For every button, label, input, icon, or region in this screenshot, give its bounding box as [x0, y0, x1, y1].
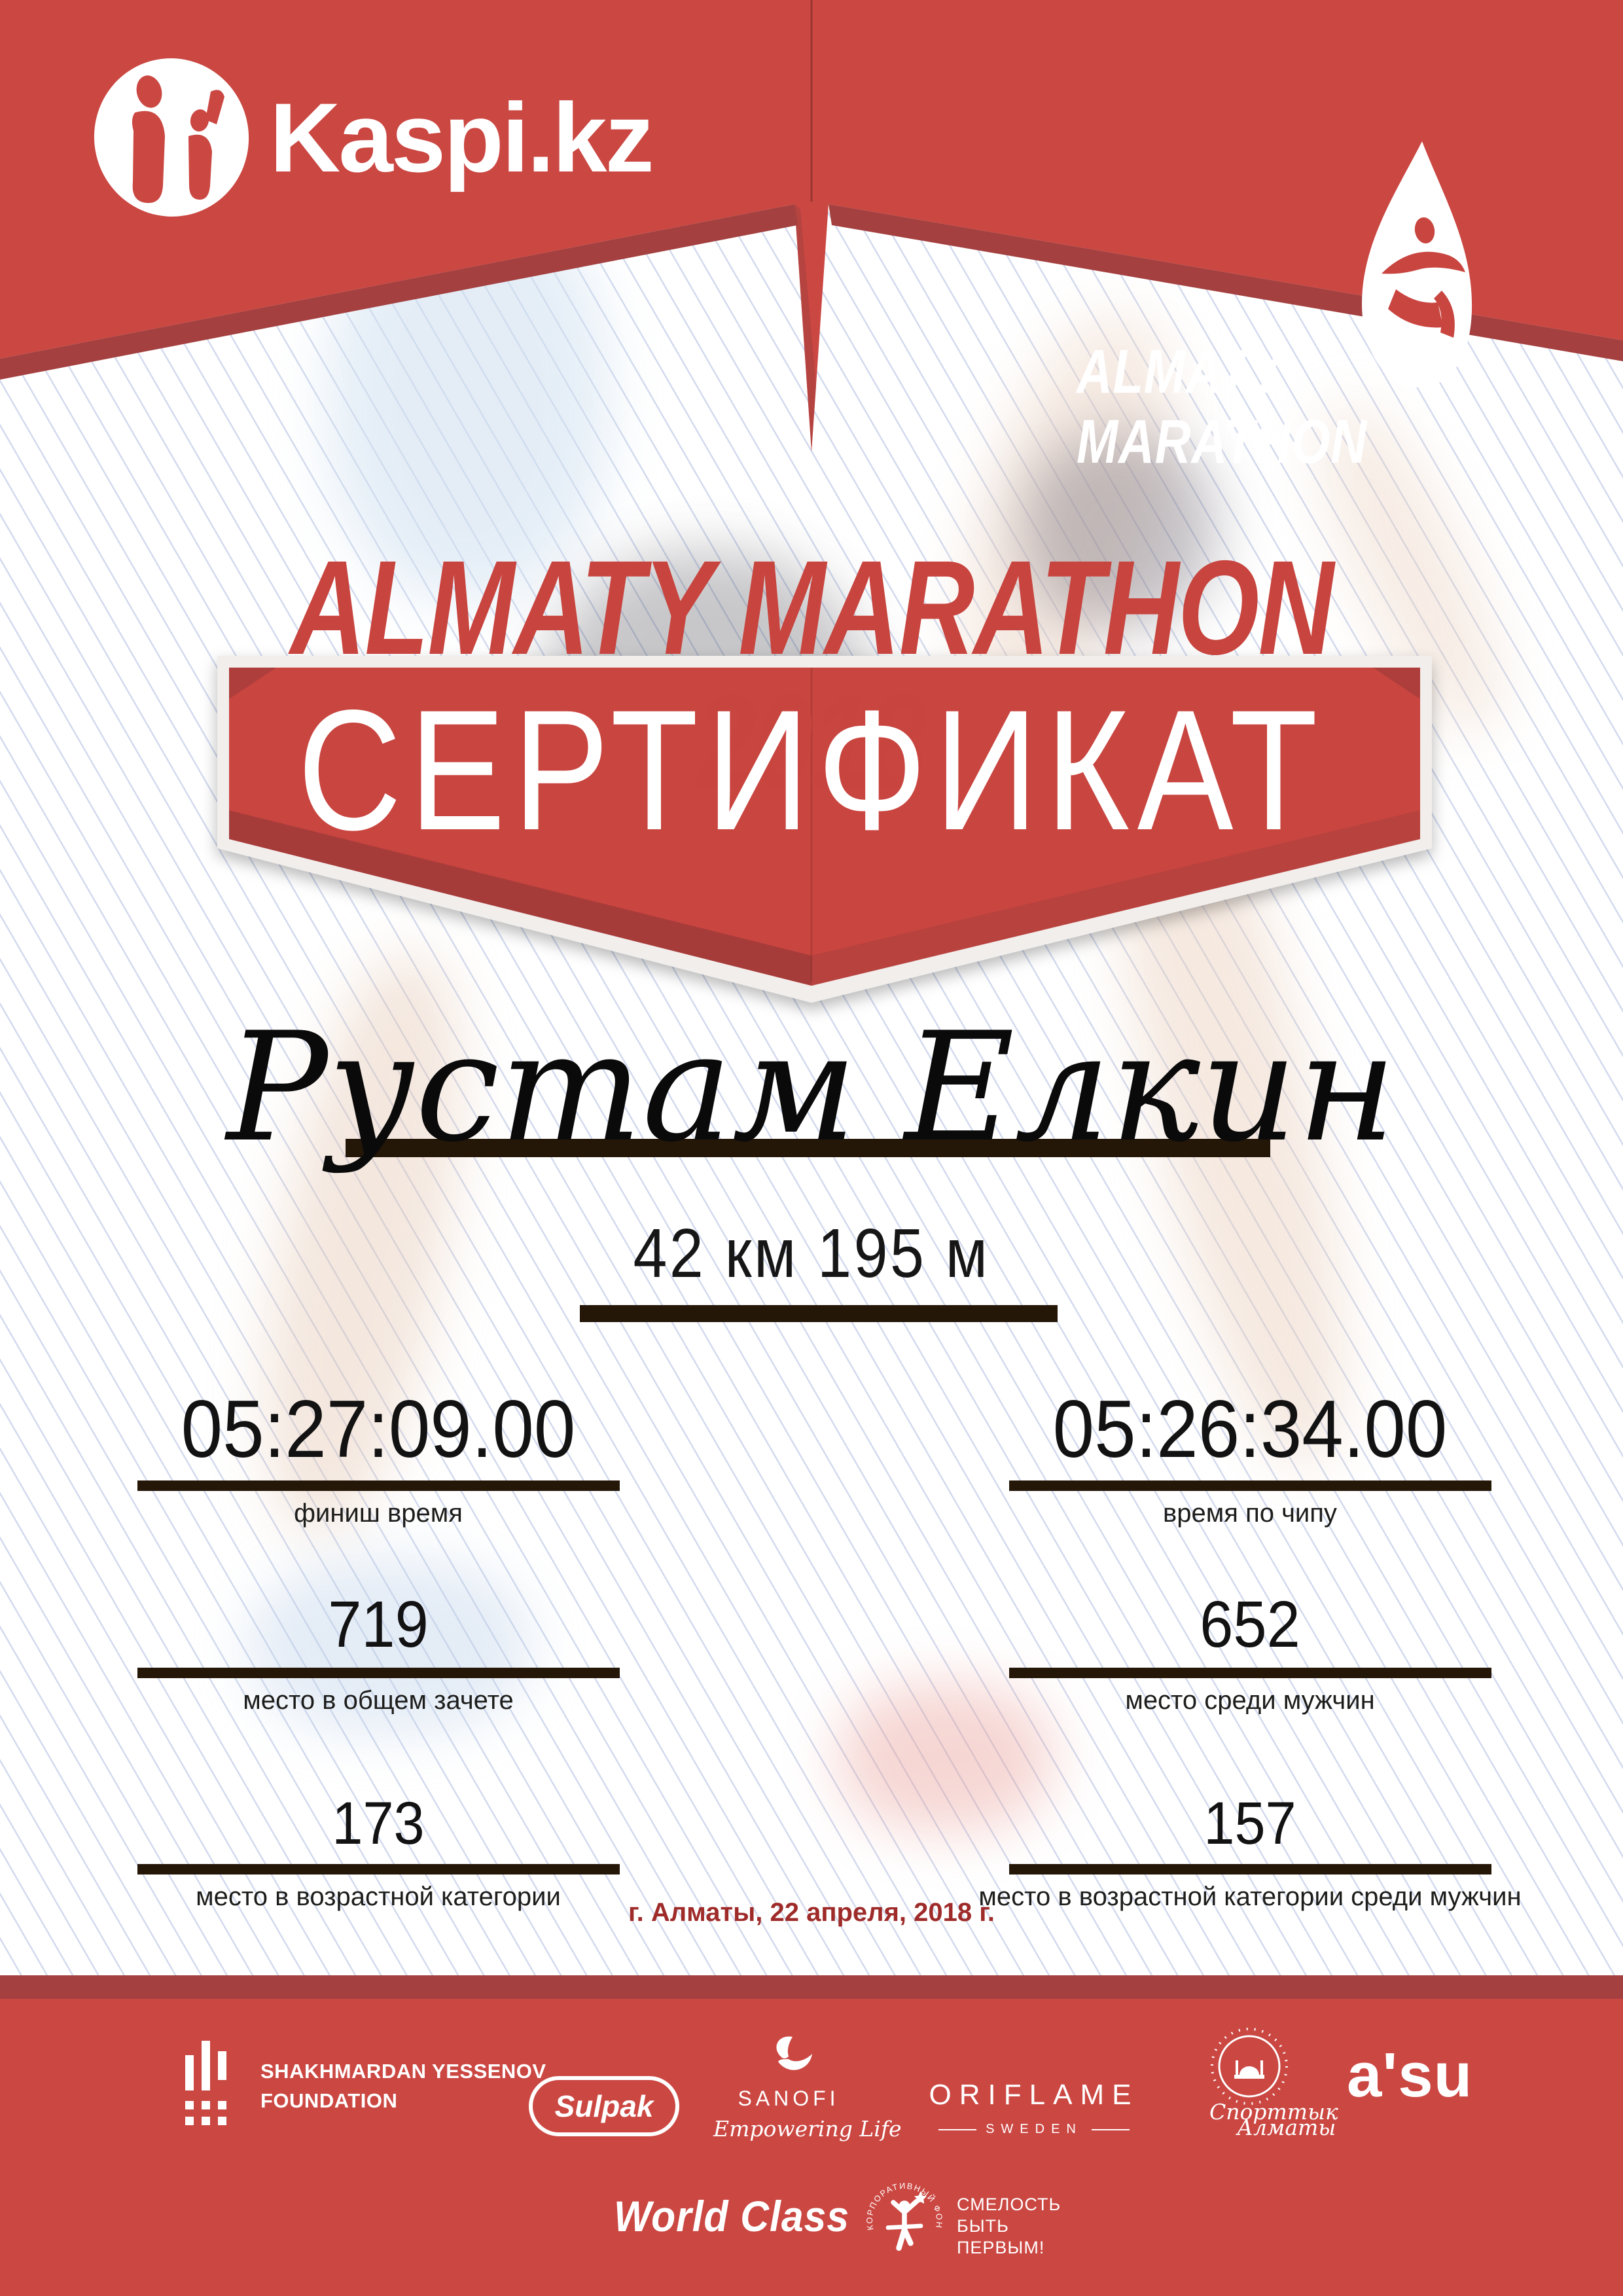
certificate-heading: СЕРТИФИКАТ	[297, 674, 1326, 866]
distance-underline	[580, 1305, 1058, 1322]
footer-background	[0, 1999, 1623, 2296]
stat-label: финиш время	[294, 1499, 463, 1528]
stat-underline	[1008, 1864, 1491, 1874]
sponsor-corporate-fund: КОРПОРАТИВНЫЙ ФОНД	[861, 2170, 948, 2257]
stat-underline	[137, 1864, 620, 1874]
stat-overall-place: 719 место в общем зачете	[84, 1575, 673, 1715]
kaspi-logo-icon	[94, 58, 249, 217]
stat-value: 05:27:09.00	[181, 1384, 576, 1475]
stat-label: место среди мужчин	[1125, 1686, 1375, 1715]
sponsor-sanofi: SANOFI Empowering Life	[713, 2033, 902, 2142]
stat-chip-time: 05:26:34.00 время по чипу	[955, 1389, 1544, 1528]
stat-value: 173	[332, 1790, 425, 1857]
sponsor-oriflame: ORIFLAME SWEDEN	[929, 2079, 1139, 2136]
yessenov-icon	[185, 2041, 226, 2125]
sponsor-sulpak: Sulpak	[529, 2076, 679, 2136]
sporttyq-emblem	[1211, 2028, 1288, 2105]
corporate-fund-emblem: КОРПОРАТИВНЫЙ ФОНД	[861, 2170, 943, 2251]
sponsor-world-class: World Class	[614, 2192, 849, 2240]
sanofi-bird-icon	[776, 2036, 812, 2070]
corporate-fund-tagline: СМЕЛОСТЬ БЫТЬ ПЕРВЫМ!	[957, 2195, 1061, 2257]
stat-underline	[1008, 1668, 1491, 1678]
date-line: г. Алматы, 22 апреля, 2018 г.	[628, 1898, 995, 1927]
stat-underline	[137, 1668, 620, 1678]
stat-value: 157	[1204, 1790, 1296, 1857]
stat-finish-time: 05:27:09.00 финиш время	[84, 1389, 673, 1528]
stat-underline	[137, 1480, 620, 1491]
name-underline	[346, 1139, 1270, 1157]
stat-men-place: 652 место среди мужчин	[955, 1575, 1544, 1715]
sponsor-asu: a'su	[1347, 2040, 1473, 2110]
stat-age-place: 173 место в возрастной категории	[84, 1771, 673, 1911]
stat-label: место в возрастной категории	[196, 1882, 561, 1911]
stat-label: место в общем зачете	[243, 1686, 514, 1715]
stat-value: 719	[328, 1588, 429, 1661]
footer-divider	[0, 1975, 1623, 1999]
stat-underline	[1008, 1480, 1491, 1491]
stat-value: 652	[1200, 1588, 1300, 1661]
distance: 42 км 195 м	[633, 1215, 990, 1292]
stat-label: время по чипу	[1163, 1499, 1337, 1528]
kaspi-wordmark: Kaspi.kz	[270, 82, 654, 192]
sponsor-sporttyq-almaty: Спорттык Алматы	[1209, 2026, 1340, 2138]
participant-name: Рустам Елкин	[226, 1001, 1397, 1175]
stat-age-men-place: 157 место в возрастной категории среди м…	[955, 1771, 1544, 1911]
stat-value: 05:26:34.00	[1052, 1384, 1448, 1475]
stat-label: место в возрастной категории среди мужчи…	[978, 1882, 1522, 1911]
almaty-marathon-logo-icon	[1362, 141, 1472, 387]
almaty-marathon-wordmark: ALMATY MARATHON	[1077, 337, 1368, 476]
